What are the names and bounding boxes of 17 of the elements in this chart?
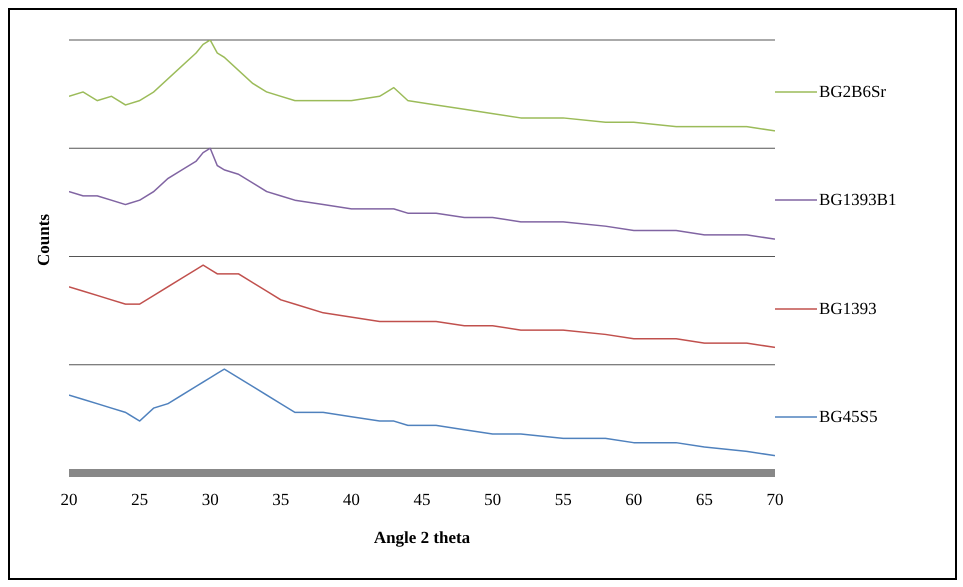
x-tick-label: 45 <box>414 490 430 510</box>
x-axis-title: Angle 2 theta <box>374 528 471 547</box>
x-tick-label: 60 <box>625 490 642 510</box>
x-tick-label: 30 <box>202 490 219 510</box>
x-tick-label: 20 <box>60 490 78 510</box>
x-tick-label: 40 <box>342 490 360 510</box>
legend-label: BG2B6Sr <box>819 82 886 102</box>
y-axis-title: Counts <box>34 214 54 266</box>
x-tick-label: 55 <box>554 490 572 510</box>
legend-label: BG45S5 <box>819 406 878 427</box>
x-tick-label: 25 <box>131 490 148 510</box>
legend-label: BG1393 <box>819 298 877 319</box>
x-tick-label: 70 <box>766 490 784 510</box>
legend-label: BG1393B1 <box>819 190 896 210</box>
x-tick-label: 50 <box>484 490 502 510</box>
x-tick-label: 65 <box>696 490 713 510</box>
x-tick-label: 35 <box>272 490 290 510</box>
